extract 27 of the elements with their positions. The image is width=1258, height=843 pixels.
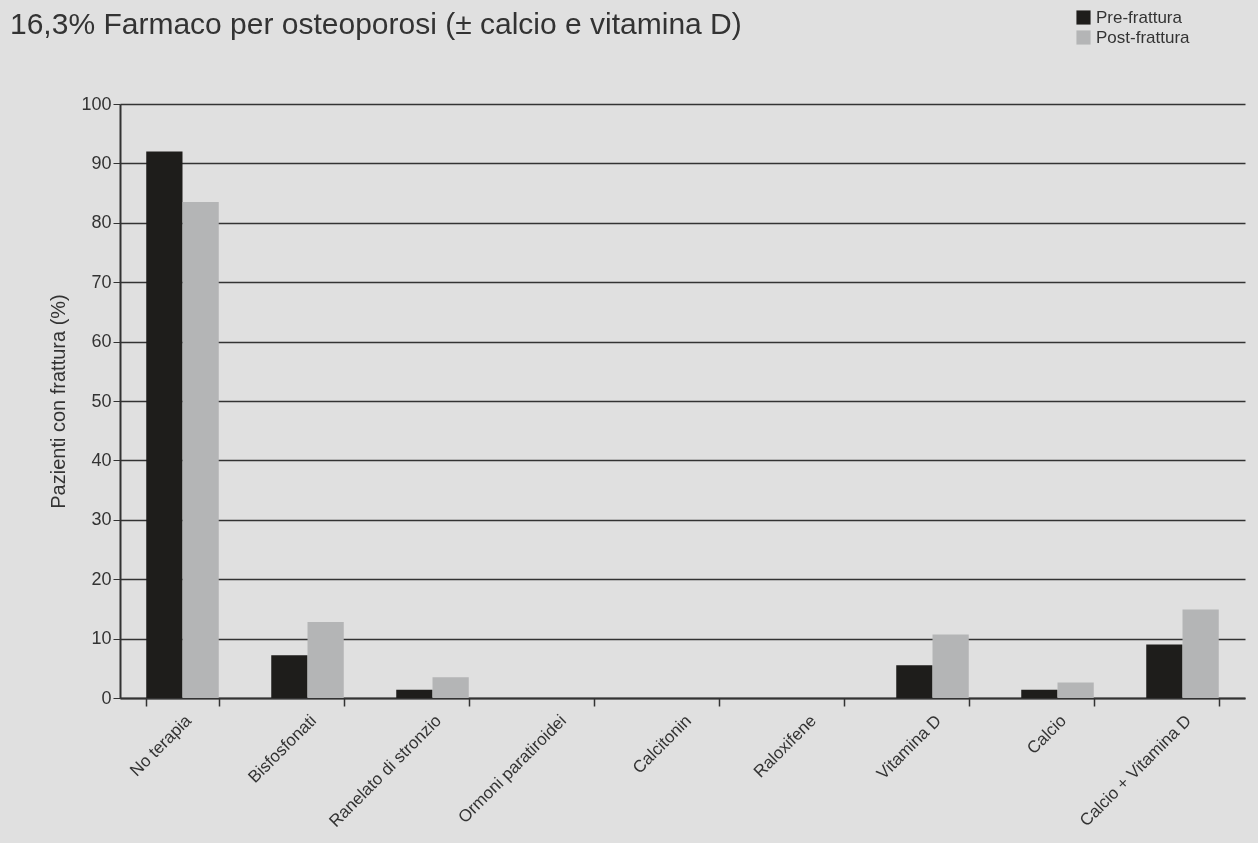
y-tick-label: 30 <box>91 509 112 530</box>
bar <box>182 202 219 698</box>
y-tick-label: 0 <box>101 687 112 708</box>
bar <box>896 665 933 698</box>
bar <box>1021 689 1058 698</box>
y-tick-label: 90 <box>91 152 112 173</box>
y-tick-label: 80 <box>91 212 112 233</box>
bar <box>432 677 469 698</box>
bar <box>146 151 183 698</box>
bar <box>932 634 969 698</box>
chart-title: 16,3% Farmaco per osteoporosi (± calcio e vitamina D) <box>10 7 742 40</box>
y-tick-label: 50 <box>91 390 112 411</box>
bar <box>271 655 308 698</box>
y-tick-label: 20 <box>91 568 112 589</box>
y-tick-label: 60 <box>91 331 112 352</box>
bar <box>396 689 433 698</box>
y-axis-title: Pazienti con frattura (%) <box>47 294 70 509</box>
legend-label: Pre-frattura <box>1096 7 1183 27</box>
bar <box>1057 682 1094 698</box>
y-tick-label: 100 <box>81 93 112 114</box>
y-tick-label: 70 <box>91 271 112 292</box>
legend-label: Post-frattura <box>1096 27 1191 47</box>
bar <box>1146 644 1183 698</box>
bar <box>307 621 344 698</box>
y-tick-label: 10 <box>91 628 112 649</box>
y-tick-label: 40 <box>91 449 112 470</box>
bar <box>1182 609 1219 698</box>
